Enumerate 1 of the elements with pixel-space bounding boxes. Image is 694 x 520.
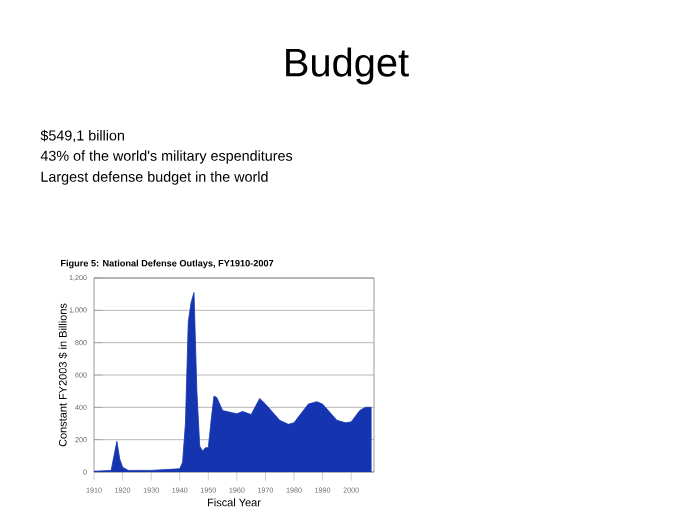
chart-title: Budget: [286, 47, 409, 85]
